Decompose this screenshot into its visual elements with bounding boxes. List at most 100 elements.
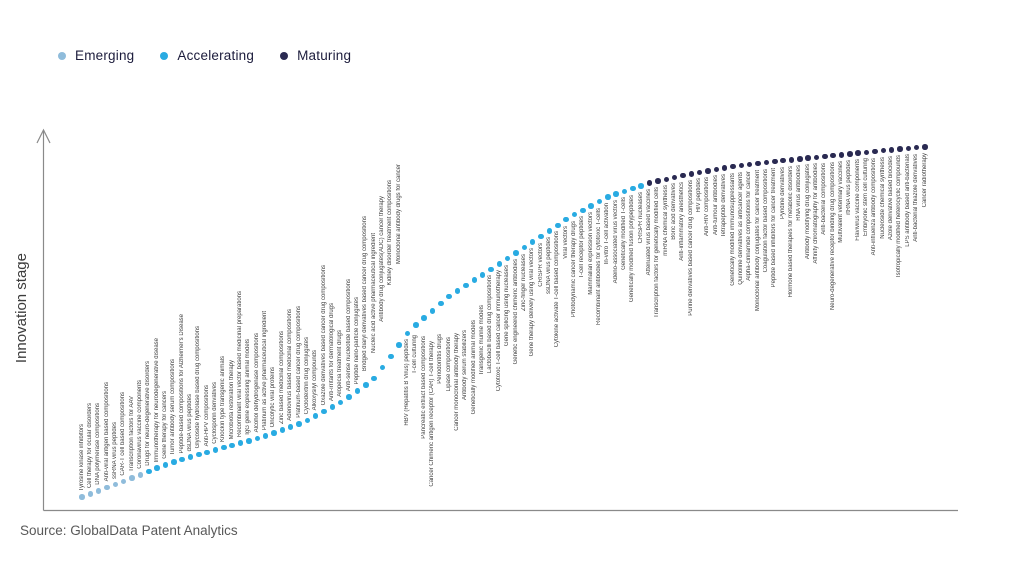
data-point-label: Antibody modifying drug conjugates — [804, 164, 811, 260]
data-point-label: Coronavirus vaccine components — [136, 380, 143, 469]
data-point-dot — [805, 155, 811, 161]
data-point-label: Recombinant antibodies for cytotoxic T-c… — [595, 207, 602, 325]
data-point-label: Zinc-finger nucleases — [520, 253, 527, 311]
y-axis-arrow-icon — [36, 128, 51, 144]
data-point-label: Cytotoxic T-cell based cancer immunother… — [495, 269, 502, 392]
data-point-dot — [212, 447, 219, 453]
data-point-dot — [897, 146, 903, 152]
data-point-dot — [429, 308, 436, 314]
data-point-dot — [271, 430, 277, 436]
data-point-label: Nucleoside chemical synthesis — [879, 156, 886, 239]
data-point-label: IgG gene expressing animal models — [245, 339, 252, 435]
data-point-label: Genetically modified fusion polypeptides — [629, 194, 636, 302]
data-point-label: Zinc based medicinal compositions — [278, 331, 285, 425]
legend-label: Maturing — [297, 48, 352, 63]
data-point-label: Transcription factors for AAV — [128, 396, 135, 473]
data-point-label: Immunotherapy for neurodegenerative dise… — [153, 337, 160, 463]
data-point-dot — [237, 440, 244, 446]
data-point-label: HIV peptides — [696, 178, 703, 213]
data-point-label: Antibody drug conjugates(ADC) cancer the… — [378, 196, 385, 322]
data-point-dot — [738, 162, 745, 169]
data-point-dot — [746, 161, 753, 168]
data-point-dot — [346, 394, 352, 400]
data-point-dot — [471, 277, 478, 283]
data-point-label: Genetic engineered chimeric antibodies — [512, 259, 519, 365]
data-point-label: Lactobacilli based drug compositions — [487, 275, 494, 374]
data-point-label: Alopecia treatment drugs — [337, 329, 344, 397]
data-point-label: CAR-T cell based compositions — [120, 391, 127, 476]
data-point-dot — [396, 342, 402, 348]
data-point-dot — [479, 272, 486, 278]
data-point-dot — [596, 198, 603, 205]
data-point-dot — [279, 427, 286, 433]
data-point-label: Cell therapy for ocular disorders — [86, 402, 93, 488]
data-point-dot — [246, 438, 252, 444]
data-point-dot — [905, 145, 912, 152]
y-axis-title: Innovation stage — [13, 253, 30, 364]
data-point-label: Alcohol dehydrogenase compositions — [253, 333, 260, 433]
data-point-dot — [655, 178, 661, 184]
data-point-label: Anti-bacterial compositions — [821, 162, 828, 235]
data-point-dot — [880, 147, 887, 154]
data-point-label: RNA virus antibodies — [796, 165, 803, 221]
data-point-dot — [496, 261, 503, 267]
data-point-dot — [638, 183, 644, 189]
data-point-label: Anti-viral antigen based compositions — [103, 382, 110, 482]
data-point-dot — [187, 454, 194, 460]
data-point-dot — [120, 478, 127, 485]
data-point-dot — [379, 364, 386, 371]
data-point-dot — [154, 465, 160, 471]
data-point-label: Quinoline derivatives as anticancer agen… — [737, 171, 744, 285]
data-point-label: rtRNA virus peptides — [846, 160, 853, 215]
data-point-label: Cancer radiotherapy — [921, 153, 928, 208]
data-point-dot — [630, 185, 636, 192]
data-point-label: T-cell culturing — [412, 335, 419, 374]
data-point-dot — [463, 282, 469, 289]
data-point-label: dsDNA virus peptides — [187, 393, 193, 452]
data-point-dot — [287, 424, 294, 430]
data-point-dot — [838, 152, 845, 158]
data-point-dot — [621, 188, 628, 195]
data-point-dot — [438, 300, 444, 307]
data-point-label: Oxazole derivatives based cancer drug co… — [320, 265, 327, 406]
data-point-label: Azole derivative based biocides — [888, 155, 895, 241]
data-point-dot — [788, 157, 795, 163]
data-point-dot — [137, 472, 144, 478]
data-point-label: Pancreatic extract based compositions — [420, 335, 427, 439]
data-point-label: Adenovirus based medicinal compositions — [287, 309, 294, 422]
data-point-label: Periodontitis drugs — [437, 333, 444, 384]
data-point-dot — [146, 468, 152, 475]
data-point-label: Nucleic acid active pharmaceutical ingre… — [370, 232, 377, 353]
data-point-dot — [421, 315, 427, 321]
data-point-label: HBV (Hepatitis B Virus) peptides — [404, 339, 410, 426]
data-point-label: CRISPR nucleases — [637, 191, 644, 244]
data-point-dot — [646, 180, 653, 186]
data-point-label: Cyclosporin derivatives — [212, 382, 219, 444]
data-point-dot — [454, 288, 461, 294]
data-point-label: Monoclonal antibody drugs for cancer — [395, 163, 402, 264]
data-point-dot — [872, 148, 878, 155]
data-point-dot — [671, 174, 678, 181]
data-point-dot — [830, 152, 836, 159]
data-point-label: ssRNA virus peptides — [111, 421, 118, 479]
data-point-dot — [304, 417, 311, 424]
data-point-label: Purine derivatives based cancer drug com… — [687, 179, 694, 316]
data-point-label: Boric acid derivatives — [671, 183, 678, 241]
data-point-dot — [913, 144, 920, 151]
data-point-dot — [813, 154, 820, 161]
data-point-dot — [329, 404, 336, 410]
data-point-label: Platinum-based cancer drug compositions — [295, 306, 302, 419]
data-point-label: Anti-inflammatory anesthetics — [679, 181, 686, 261]
data-point-dot — [538, 233, 544, 240]
data-point-dot — [112, 481, 119, 488]
data-point-label: Drugs for neuro-degenerative disorders — [145, 360, 152, 466]
data-point-label: Kidney disorder treatment compositions — [387, 179, 394, 286]
data-point-label: Peptide nano-particle conjugates — [353, 297, 360, 385]
data-point-label: T-cell receptor peptides — [579, 216, 586, 279]
data-point-label: Anti-sense nucleotide based compositions — [345, 278, 352, 392]
data-point-dot — [847, 151, 853, 157]
data-point-dot — [363, 382, 369, 388]
data-point-label: Isotropically modified heterocyclic comp… — [896, 155, 903, 278]
data-point-dot — [488, 266, 494, 273]
